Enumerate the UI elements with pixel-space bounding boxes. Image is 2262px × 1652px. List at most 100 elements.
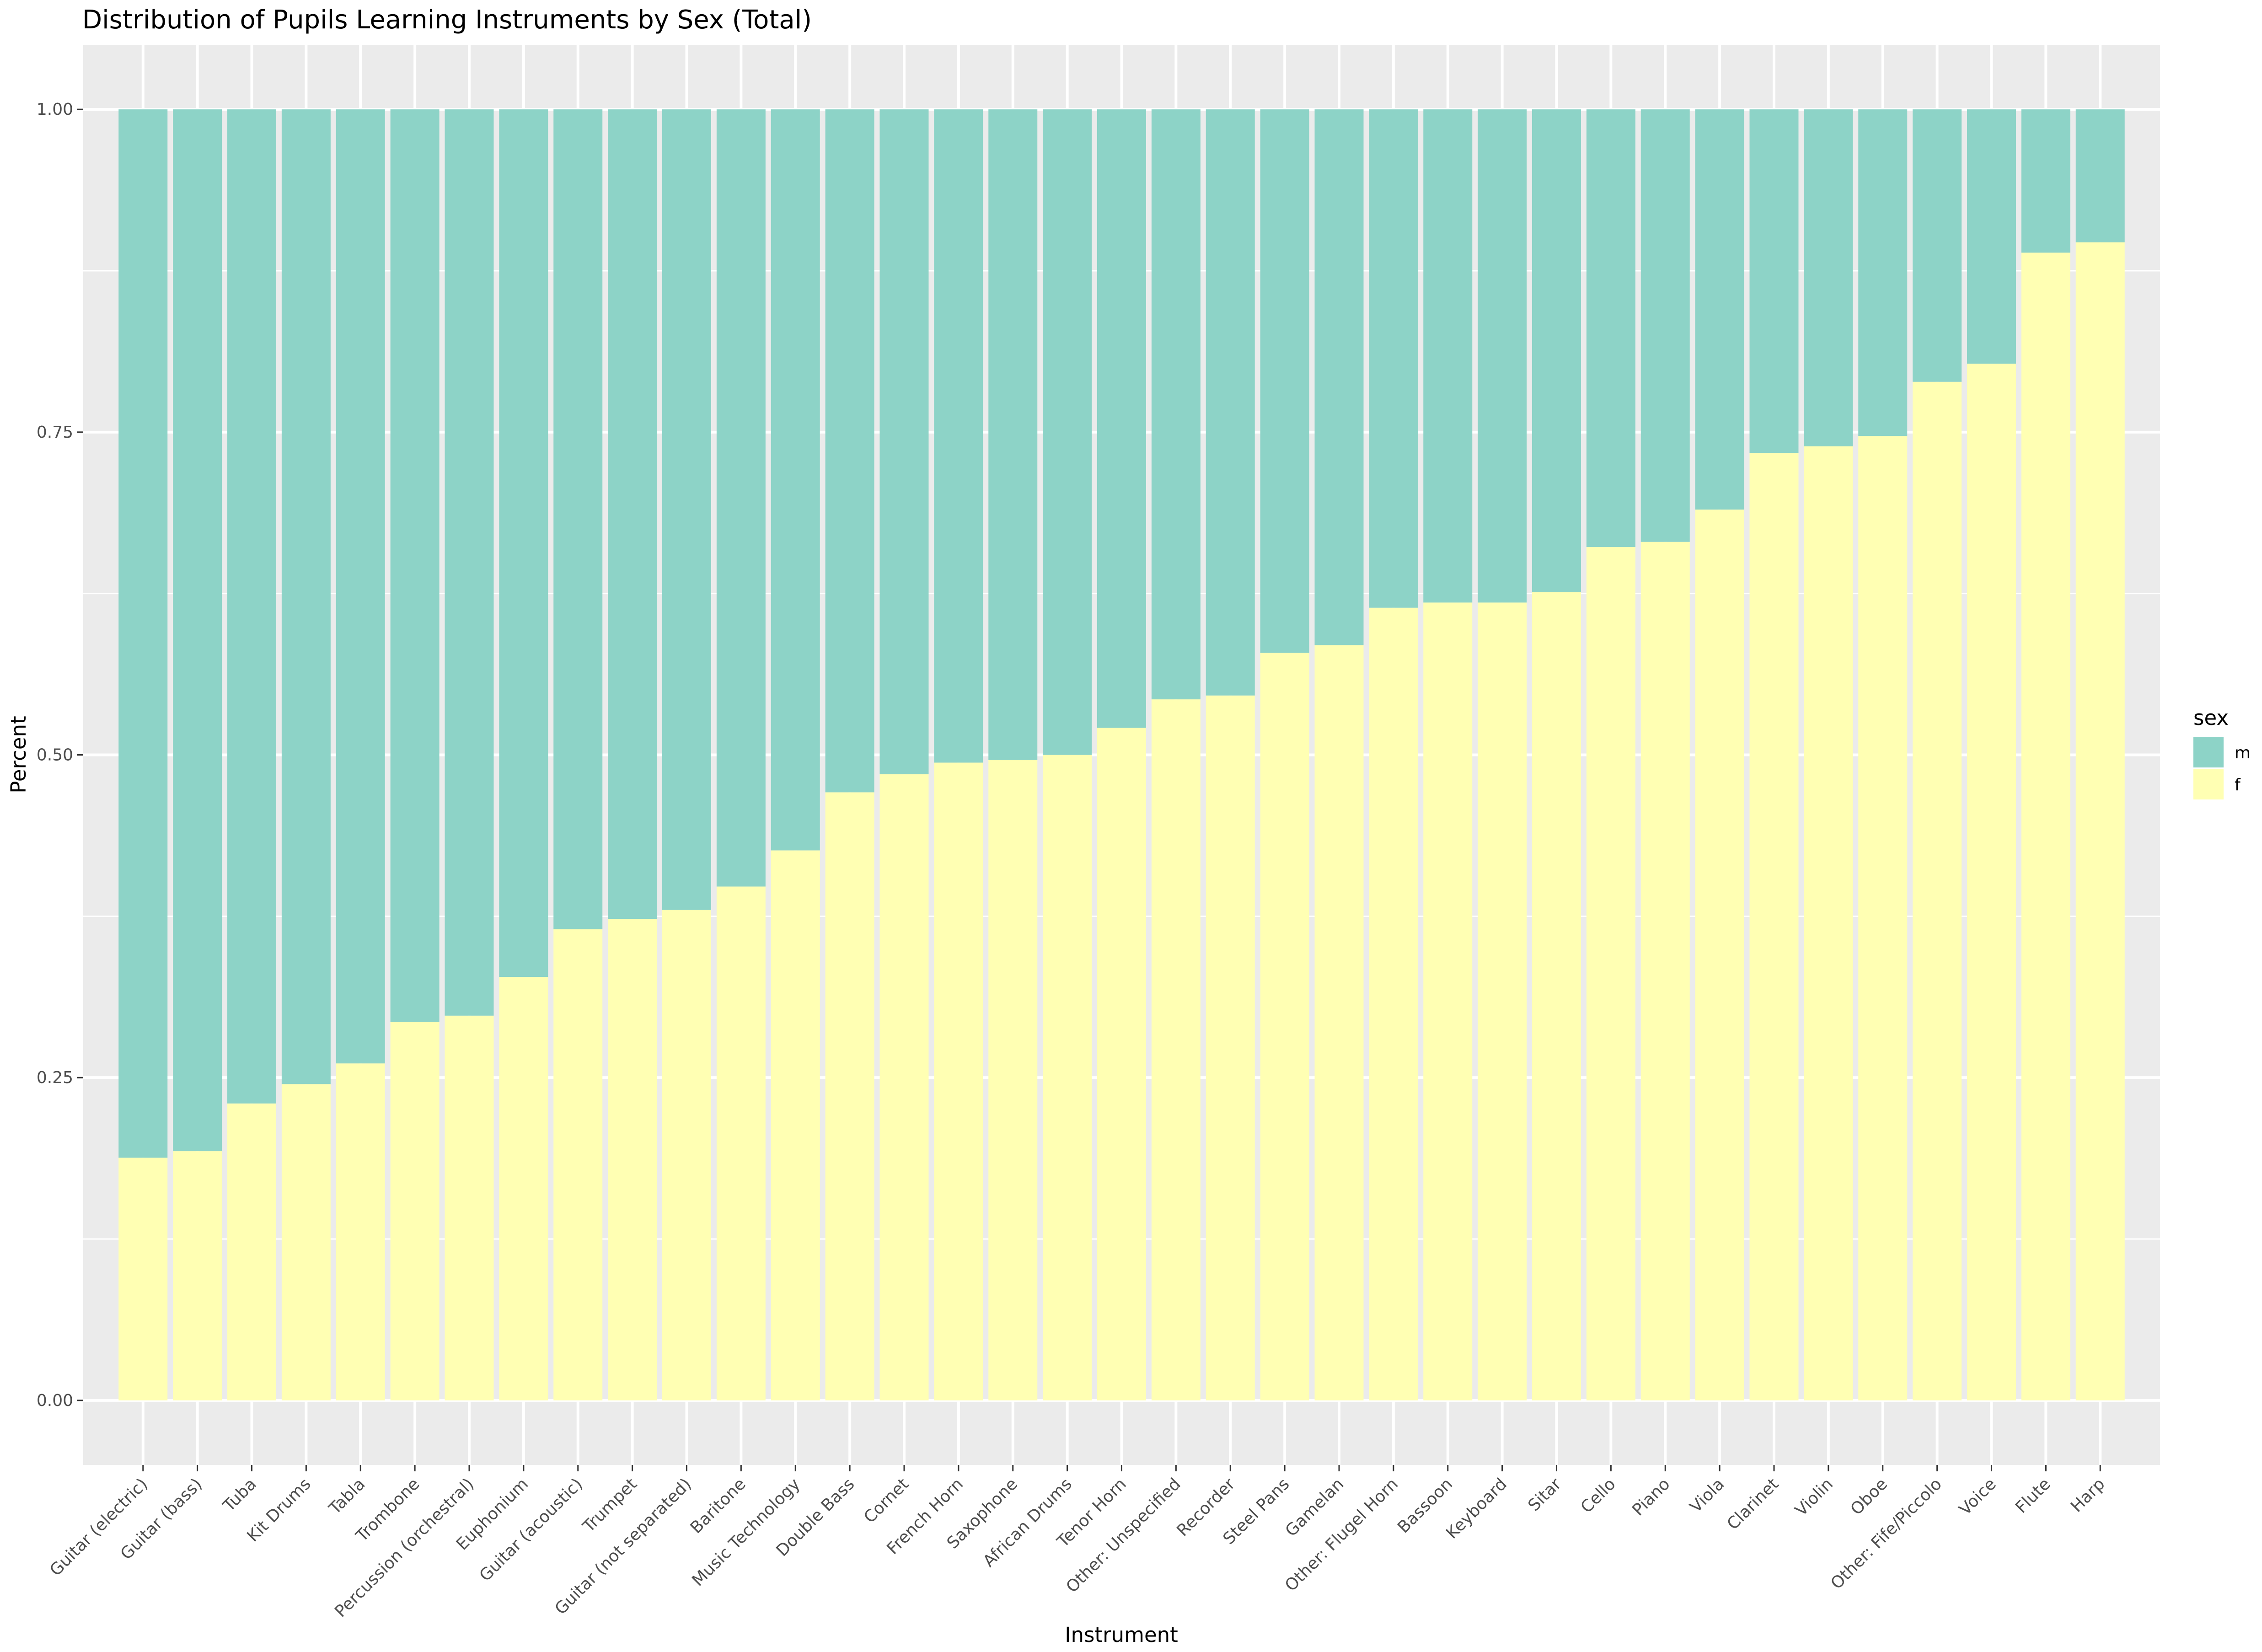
bar-m — [771, 109, 820, 851]
bar-m — [1858, 109, 1908, 436]
bar-m — [1260, 109, 1309, 653]
bar-m — [499, 109, 548, 977]
bar-m — [227, 109, 277, 1104]
bar-f — [2021, 252, 2070, 1400]
bar-m — [1369, 109, 1418, 608]
x-tick-label: Clarinet — [1724, 1475, 1783, 1534]
bar-f — [988, 760, 1038, 1400]
bar-m — [553, 109, 603, 929]
bar-f — [1640, 542, 1690, 1400]
x-tick-label: Flute — [2012, 1475, 2054, 1517]
bar-f — [1097, 728, 1146, 1400]
bar-m — [1913, 109, 1962, 382]
bar-m — [2075, 109, 2125, 242]
x-axis-title: Instrument — [1065, 1623, 1178, 1647]
bar-f — [2075, 242, 2125, 1400]
bar-f — [1260, 653, 1309, 1400]
y-tick-label: 0.50 — [37, 746, 73, 765]
bar-m — [608, 109, 657, 919]
y-tick-label: 0.25 — [37, 1068, 73, 1087]
y-axis-title: Percent — [6, 716, 31, 793]
x-tick-label: Tabla — [325, 1475, 369, 1518]
legend-key-m — [2193, 737, 2224, 767]
bar-f — [281, 1084, 331, 1400]
x-tick-label: Violin — [1791, 1475, 1837, 1520]
bar-f — [1314, 645, 1364, 1400]
bar-m — [1097, 109, 1146, 728]
bar-m — [281, 109, 331, 1084]
bar-f — [662, 910, 711, 1400]
bar-m — [1423, 109, 1473, 603]
bar-m — [934, 109, 983, 763]
bar-f — [173, 1151, 222, 1400]
bar-m — [1314, 109, 1364, 645]
bar-m — [1804, 109, 1853, 446]
bar-f — [227, 1103, 277, 1400]
bar-f — [879, 774, 929, 1400]
bar-f — [1478, 602, 1527, 1400]
bars — [118, 109, 2125, 1400]
bar-f — [1913, 381, 1962, 1400]
bar-f — [1749, 452, 1799, 1400]
x-tick-label: Harp — [2067, 1475, 2108, 1516]
bar-m — [879, 109, 929, 774]
x-tick-label: Piano — [1629, 1475, 1673, 1519]
bar-f — [390, 1022, 440, 1400]
bar-f — [553, 929, 603, 1400]
legend-title: sex — [2193, 706, 2229, 730]
bar-f — [1151, 699, 1201, 1400]
bar-m — [1478, 109, 1527, 603]
y-axis: 0.00 0.25 0.50 0.75 1.00 — [37, 100, 83, 1410]
bar-m — [1206, 109, 1255, 696]
bar-m — [1749, 109, 1799, 453]
bar-m — [662, 109, 711, 910]
bar-m — [1695, 109, 1744, 510]
bar-m — [118, 109, 168, 1158]
legend-label-m: m — [2235, 744, 2251, 762]
chart-title: Distribution of Pupils Learning Instrume… — [82, 5, 812, 35]
bar-f — [716, 886, 766, 1400]
bar-f — [1586, 547, 1635, 1400]
x-tick-label: Guitar (acoustic) — [476, 1475, 587, 1585]
bar-m — [173, 109, 222, 1152]
bar-m — [1586, 109, 1635, 547]
bar-f — [499, 977, 548, 1400]
legend-key-f — [2193, 769, 2224, 799]
x-tick-label: Guitar (electric) — [46, 1475, 151, 1580]
bar-m — [1043, 109, 1092, 755]
bar-m — [988, 109, 1038, 760]
bar-m — [1532, 109, 1581, 592]
y-tick-label: 0.00 — [37, 1391, 73, 1410]
bar-f — [1804, 446, 1853, 1400]
bar-f — [1695, 510, 1744, 1400]
bar-m — [390, 109, 440, 1022]
legend: sex mf — [2193, 706, 2251, 799]
bar-f — [1043, 755, 1092, 1400]
x-tick-label: Cello — [1577, 1475, 1619, 1517]
bar-m — [825, 109, 874, 793]
bar-f — [771, 850, 820, 1400]
bar-m — [1151, 109, 1201, 700]
bar-m — [1640, 109, 1690, 542]
y-tick-label: 1.00 — [37, 100, 73, 119]
bar-f — [445, 1015, 494, 1400]
bar-f — [336, 1063, 385, 1400]
x-tick-label: Viola — [1686, 1475, 1728, 1516]
bar-f — [1423, 602, 1473, 1400]
bar-f — [1369, 607, 1418, 1400]
bar-f — [1858, 436, 1908, 1400]
bar-m — [716, 109, 766, 887]
legend-label-f: f — [2235, 776, 2241, 794]
x-tick-label: Music Technology — [689, 1475, 804, 1590]
bar-f — [1532, 592, 1581, 1400]
x-tick-label: Voice — [1956, 1475, 2000, 1519]
bar-m — [445, 109, 494, 1016]
x-tick-label: Tuba — [220, 1475, 260, 1515]
y-tick-label: 0.75 — [37, 423, 73, 442]
bar-f — [934, 762, 983, 1400]
bar-m — [2021, 109, 2070, 253]
x-tick-label: Sitar — [1525, 1475, 1565, 1515]
x-tick-label: Oboe — [1847, 1475, 1891, 1518]
bar-f — [608, 918, 657, 1400]
